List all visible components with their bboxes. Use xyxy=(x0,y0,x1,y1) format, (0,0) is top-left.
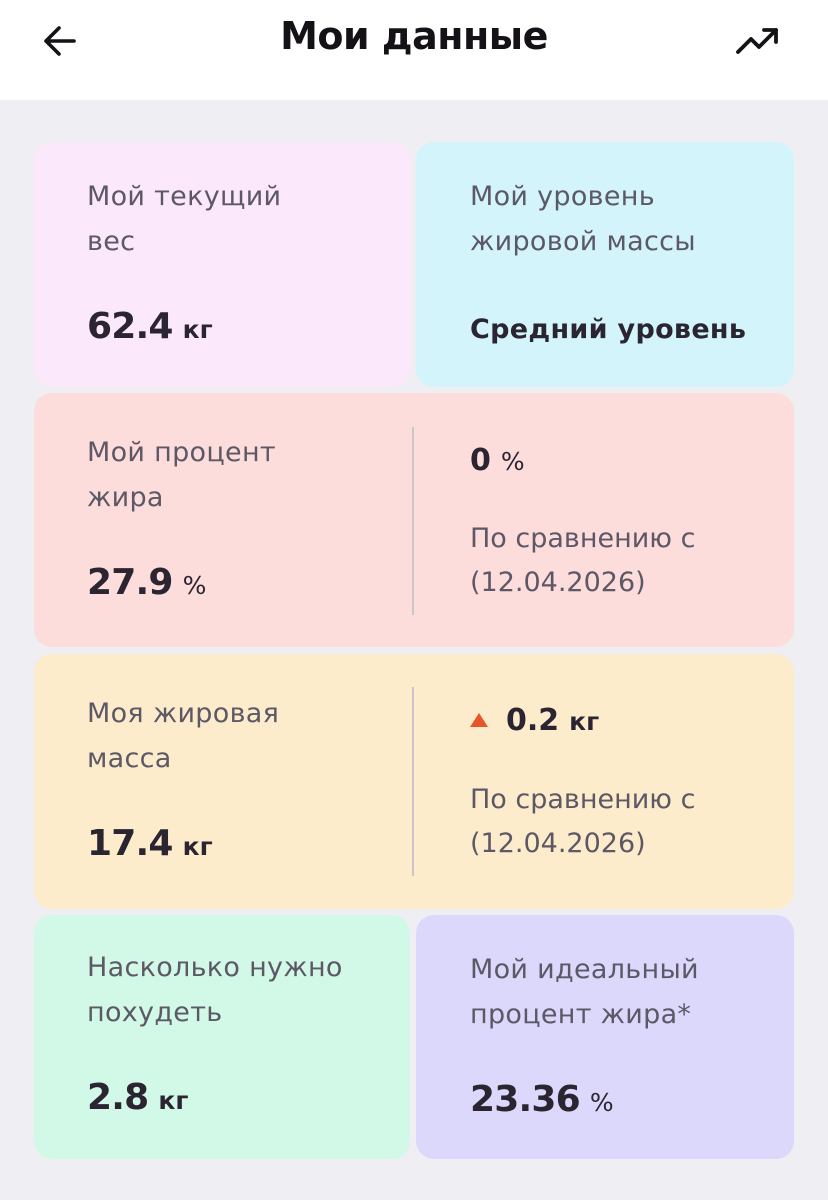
fat-mass-delta: 0.2 кг xyxy=(470,703,599,738)
fat-mass-card[interactable]: Моя жировая масса 17.4 кг 0.2 кг По сравне… xyxy=(34,654,794,909)
weight-to-lose-value: 2.8 кг xyxy=(87,1077,189,1118)
top-app-bar: Мои данные xyxy=(0,0,828,100)
fat-mass-compare-text: По сравнению с (12.04.2026) xyxy=(470,784,696,859)
back-button[interactable] xyxy=(30,16,90,66)
divider xyxy=(412,427,414,615)
weight-to-lose-card[interactable]: Насколько нужно похудеть 2.8 кг xyxy=(34,915,410,1159)
weight-to-lose-label: Насколько нужно похудеть xyxy=(87,952,343,1028)
fat-level-value: Средний уровень xyxy=(470,314,747,345)
current-weight-label: Мой текущий вес xyxy=(87,181,282,257)
trend-button[interactable] xyxy=(728,18,788,64)
fat-mass-label: Моя жировая масса xyxy=(87,698,280,774)
fat-level-card[interactable]: Мой уровень жировой массы Средний уровен… xyxy=(416,142,794,387)
ideal-fat-percent-value: 23.36% xyxy=(470,1079,614,1120)
current-weight-value: 62.4 кг xyxy=(87,306,213,347)
arrow-up-icon xyxy=(470,713,488,727)
divider xyxy=(412,687,414,876)
fat-level-label: Мой уровень жировой массы xyxy=(470,181,696,257)
fat-percent-value: 27.9% xyxy=(87,562,207,603)
ideal-fat-percent-label: Мой идеальный процент жира* xyxy=(470,954,699,1030)
fat-percent-card[interactable]: Мой процент жира 27.9% 0% По сравнению с… xyxy=(34,393,794,647)
arrow-left-icon xyxy=(44,26,76,56)
page-title: Мои данные xyxy=(280,14,548,58)
fat-percent-label: Мой процент жира xyxy=(87,437,276,513)
fat-mass-value: 17.4 кг xyxy=(87,823,213,864)
trending-up-icon xyxy=(736,28,778,54)
ideal-fat-percent-card[interactable]: Мой идеальный процент жира* 23.36% xyxy=(416,915,794,1159)
fat-percent-compare-text: По сравнению с (12.04.2026) xyxy=(470,523,696,598)
current-weight-card[interactable]: Мой текущий вес 62.4 кг xyxy=(34,142,410,387)
fat-percent-delta: 0% xyxy=(470,443,525,478)
